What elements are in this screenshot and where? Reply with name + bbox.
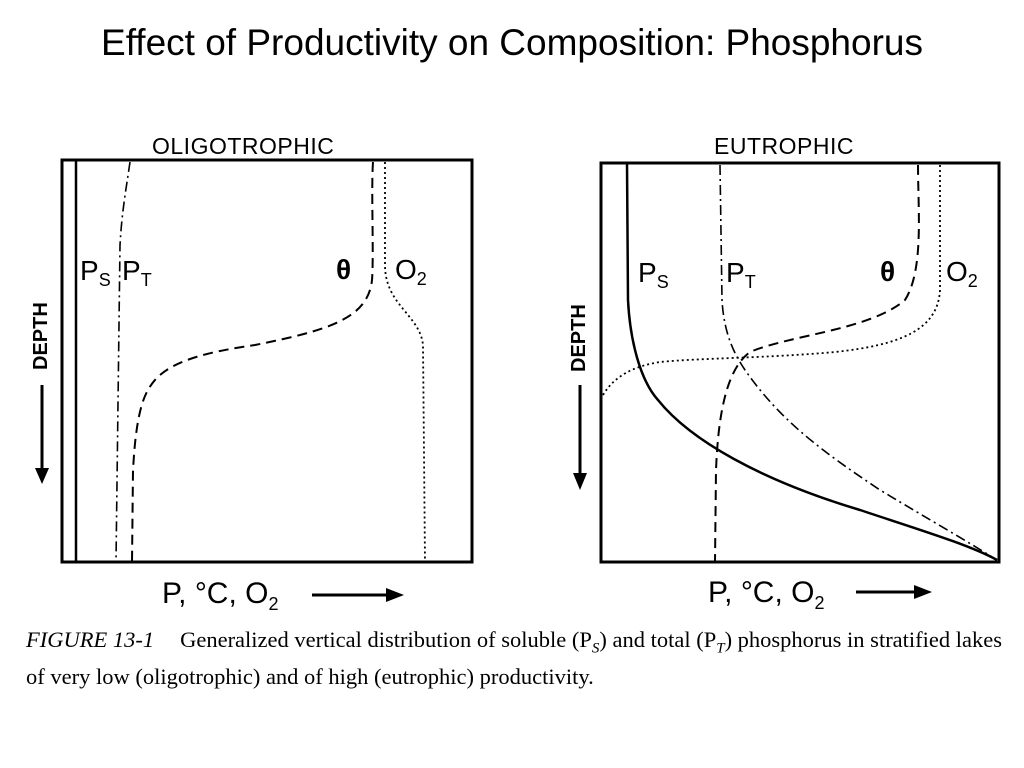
oligotrophic-o2-curve — [384, 162, 426, 563]
eutrophic-x-axis-sub: 2 — [814, 593, 825, 613]
eutrophic-pt-label: PT — [726, 257, 756, 292]
eutrophic-ps-label: PS — [638, 257, 669, 292]
caption-text-3: ) phosphorus in stratified lakes of very… — [26, 627, 1003, 689]
oligotrophic-theta-label: θ — [336, 254, 351, 285]
eutrophic-ps-curve — [625, 162, 998, 562]
eutrophic-depth-arrowhead — [573, 473, 587, 490]
eutrophic-temperature-curve — [714, 164, 920, 563]
oligotrophic-temperature-curve — [131, 161, 374, 563]
caption-text-2: ) and total (P — [599, 627, 717, 652]
oligotrophic-x-axis-sub: 2 — [268, 594, 279, 614]
oligotrophic-x-axis-label: P, °C, O2 — [162, 577, 279, 615]
oligotrophic-x-axis-text: P, °C, O — [162, 577, 269, 610]
eutrophic-o2-label: O2 — [946, 256, 978, 291]
slide-title: Effect of Productivity on Composition: P… — [101, 22, 923, 63]
oligotrophic-o2-label: O2 — [395, 254, 427, 289]
oligotrophic-x-arrowhead — [386, 588, 404, 602]
caption-text-1: Generalized vertical distribution of sol… — [180, 627, 592, 652]
eutrophic-frame — [599, 161, 1001, 564]
eutrophic-panel: PS PT θ O2 — [573, 161, 1001, 599]
eutrophic-x-axis-label: P, °C, O2 — [708, 576, 825, 614]
oligotrophic-ps-label: PS — [80, 255, 111, 290]
eutrophic-pt-curve — [719, 164, 998, 561]
eutrophic-o2-curve — [602, 165, 941, 396]
eutrophic-title: EUTROPHIC — [714, 133, 854, 159]
caption-sub-t: T — [716, 640, 725, 657]
figure-caption: FIGURE 13-1 Generalized vertical distribu… — [26, 626, 1016, 690]
caption-sub-s: S — [591, 640, 600, 657]
oligotrophic-depth-arrowhead — [35, 468, 49, 484]
eutrophic-theta-label: θ — [880, 256, 895, 287]
eutrophic-depth-label: DEPTH — [568, 304, 590, 372]
eutrophic-x-arrowhead — [914, 585, 932, 599]
oligotrophic-frame — [60, 158, 474, 564]
oligotrophic-pt-curve — [115, 161, 131, 563]
oligotrophic-pt-label: PT — [122, 255, 152, 290]
oligotrophic-depth-label: DEPTH — [30, 302, 52, 370]
eutrophic-x-axis-text: P, °C, O — [708, 576, 815, 609]
figure-id: FIGURE 13-1 — [26, 627, 155, 652]
oligotrophic-title: OLIGOTROPHIC — [152, 133, 335, 159]
oligotrophic-panel: PS PT θ O2 — [35, 158, 474, 602]
